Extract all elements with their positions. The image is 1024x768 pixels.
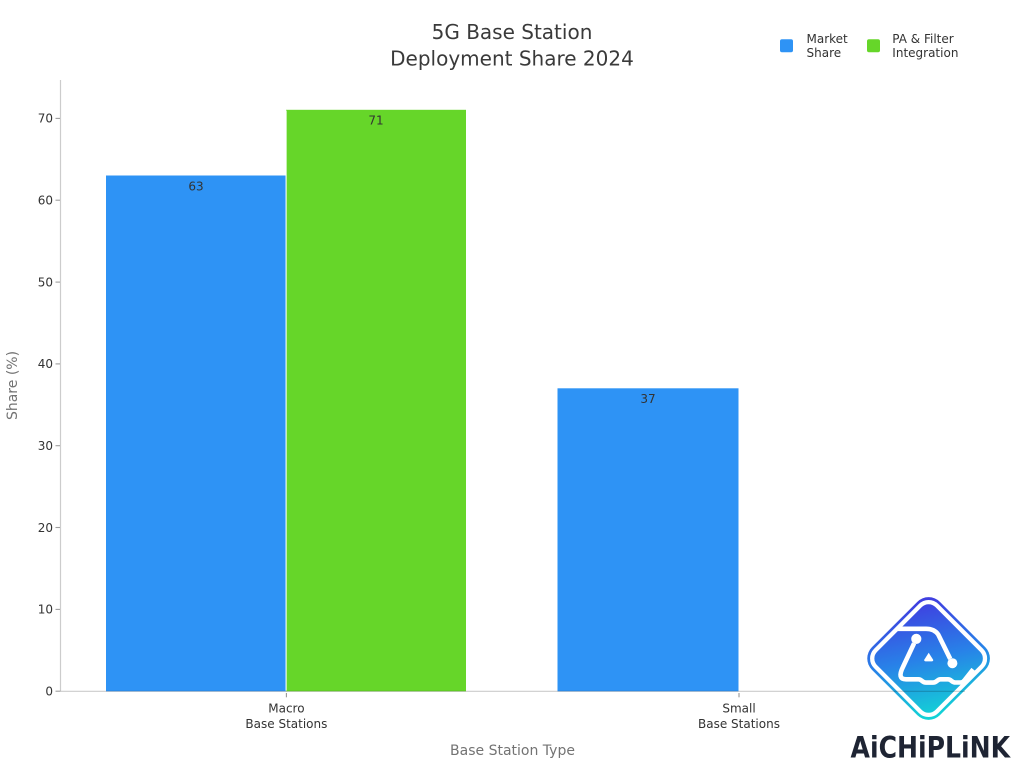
svg-text:AiCHiPLiNK: AiCHiPLiNK <box>851 732 1011 765</box>
svg-text:Market: Market <box>807 32 849 46</box>
svg-text:PA & Filter: PA & Filter <box>892 32 953 46</box>
svg-text:Integration: Integration <box>892 46 958 60</box>
svg-text:40: 40 <box>38 357 53 371</box>
svg-text:10: 10 <box>38 603 53 617</box>
svg-text:37: 37 <box>640 392 655 406</box>
svg-text:Small: Small <box>722 701 755 715</box>
svg-text:Share (%): Share (%) <box>5 351 21 420</box>
svg-text:70: 70 <box>38 112 53 126</box>
svg-text:50: 50 <box>38 275 53 289</box>
svg-text:71: 71 <box>368 114 383 128</box>
svg-text:0: 0 <box>45 685 53 699</box>
svg-text:Base Station Type: Base Station Type <box>450 743 575 759</box>
svg-text:Macro: Macro <box>268 701 304 715</box>
svg-text:5G Base Station: 5G Base Station <box>432 20 593 44</box>
svg-text:63: 63 <box>188 179 203 193</box>
svg-text:20: 20 <box>38 521 53 535</box>
svg-text:60: 60 <box>38 194 53 208</box>
svg-text:Deployment Share 2024: Deployment Share 2024 <box>390 47 634 71</box>
svg-text:Share: Share <box>807 46 842 60</box>
svg-text:Base Stations: Base Stations <box>245 717 327 731</box>
svg-text:30: 30 <box>38 439 53 453</box>
svg-text:Base Stations: Base Stations <box>698 717 780 731</box>
